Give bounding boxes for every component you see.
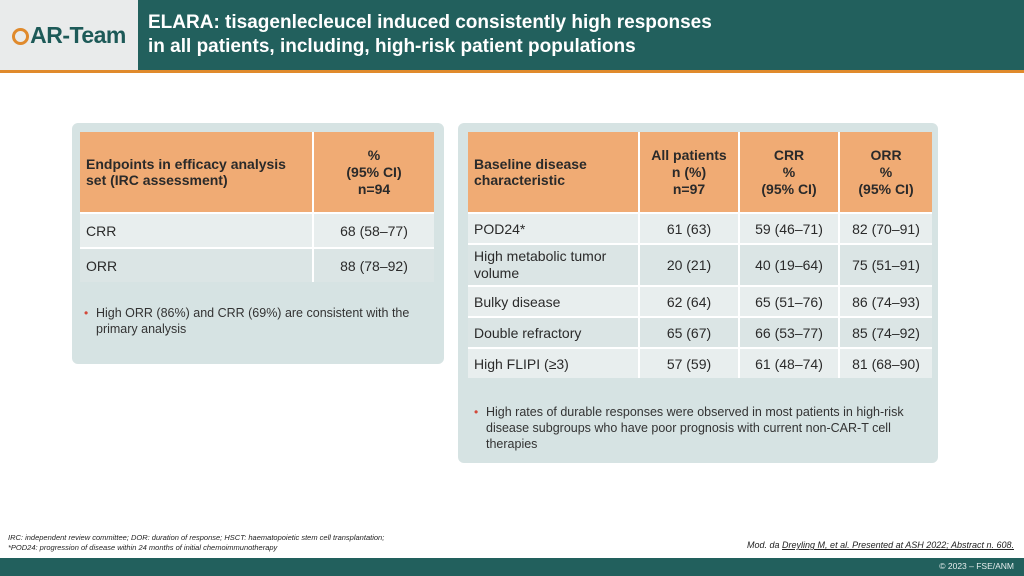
subgroup-table: Baseline disease characteristic All pati…: [468, 132, 932, 378]
bullet-dot-icon: •: [474, 405, 479, 419]
header-line: %: [367, 146, 381, 163]
subgroup-header-crr: CRR % (95% CI): [739, 132, 840, 213]
reference-citation-link[interactable]: Dreyling M, et al. Presented at ASH 2022…: [782, 540, 1014, 550]
reference-prefix: Mod. da: [747, 540, 783, 550]
logo-text: AR-Team: [30, 21, 126, 48]
header-line: %: [879, 163, 893, 180]
table-row: CRR 68 (58–77): [80, 212, 434, 248]
footnote-line: *POD24: progression of disease within 24…: [8, 543, 278, 552]
note-text: High rates of durable responses were obs…: [486, 405, 904, 451]
row-label: CRR: [80, 212, 314, 248]
table-row: Double refractory 65 (67) 66 (53–77) 85 …: [468, 316, 932, 348]
header-line: CRR: [773, 146, 805, 163]
title-bar: ELARA: tisagenlecleucel induced consiste…: [138, 0, 1024, 70]
efficacy-table: Endpoints in efficacy analysis set (IRC …: [80, 132, 434, 282]
header-line: ORR: [870, 146, 902, 163]
efficacy-header-endpoint: Endpoints in efficacy analysis set (IRC …: [80, 132, 314, 213]
title-line-2: in all patients, including, high-risk pa…: [148, 36, 636, 57]
footnote-line: IRC: independent review committee; DOR: …: [8, 533, 385, 542]
row-orr: 86 (74–93): [839, 285, 932, 317]
subgroup-note: • High rates of durable responses were ob…: [474, 404, 926, 452]
title-line-1: ELARA: tisagenlecleucel induced consiste…: [148, 12, 712, 33]
note-text: High ORR (86%) and CRR (69%) are consist…: [96, 306, 410, 336]
row-crr: 59 (46–71): [739, 212, 840, 244]
subgroup-header-orr: ORR % (95% CI): [839, 132, 932, 213]
abbreviations-footnote: IRC: independent review committee; DOR: …: [8, 533, 384, 553]
row-label: POD24*: [468, 212, 640, 244]
row-crr: 61 (48–74): [739, 347, 840, 378]
header-text: Endpoints in efficacy analysis set (IRC …: [86, 156, 286, 188]
page-title: ELARA: tisagenlecleucel induced consiste…: [148, 11, 712, 59]
bullet-dot-icon: •: [84, 306, 89, 320]
row-label: Bulky disease: [468, 285, 640, 317]
table-row: Bulky disease 62 (64) 65 (51–76) 86 (74–…: [468, 285, 932, 317]
subgroup-header-all: All patients n (%) n=97: [639, 132, 740, 213]
row-label: High FLIPI (≥3): [468, 347, 640, 378]
row-crr: 40 (19–64): [739, 243, 840, 286]
header-accent-line: [0, 70, 1024, 73]
row-orr: 82 (70–91): [839, 212, 932, 244]
efficacy-header-percent: % (95% CI) n=94: [313, 132, 434, 213]
car-team-logo: AR-Team: [12, 22, 126, 49]
row-crr: 66 (53–77): [739, 316, 840, 348]
header-text: Baseline disease characteristic: [474, 156, 587, 188]
row-orr: 85 (74–92): [839, 316, 932, 348]
row-all: 62 (64): [639, 285, 740, 317]
row-all: 20 (21): [639, 243, 740, 286]
header-line: n=94: [357, 180, 391, 197]
row-crr: 65 (51–76): [739, 285, 840, 317]
subgroup-header-characteristic: Baseline disease characteristic: [468, 132, 640, 213]
table-row: High FLIPI (≥3) 57 (59) 61 (48–74) 81 (6…: [468, 347, 932, 378]
table-row: High metabolic tumor volume 20 (21) 40 (…: [468, 243, 932, 286]
row-label: Double refractory: [468, 316, 640, 348]
header-line: %: [782, 163, 796, 180]
reference: Mod. da Dreyling M, et al. Presented at …: [747, 540, 1014, 550]
row-label: ORR: [80, 247, 314, 282]
subgroup-panel: Baseline disease characteristic All pati…: [458, 123, 938, 463]
copyright: © 2023 – FSE/ANM: [939, 561, 1014, 571]
row-all: 65 (67): [639, 316, 740, 348]
logo-area: AR-Team: [0, 0, 138, 70]
table-row: ORR 88 (78–92): [80, 247, 434, 282]
efficacy-panel: Endpoints in efficacy analysis set (IRC …: [72, 123, 444, 364]
table-row: POD24* 61 (63) 59 (46–71) 82 (70–91): [468, 212, 932, 244]
logo-ring-icon: [12, 27, 30, 45]
row-value: 88 (78–92): [313, 247, 434, 282]
header-line: (95% CI): [346, 163, 402, 180]
header-line: (95% CI): [761, 180, 817, 197]
header-line: (95% CI): [858, 180, 914, 197]
row-label: High metabolic tumor volume: [468, 243, 640, 286]
header-line: n (%): [671, 163, 707, 180]
header-line: All patients: [651, 146, 727, 163]
footer-bar: © 2023 – FSE/ANM: [0, 558, 1024, 576]
row-value: 68 (58–77): [313, 212, 434, 248]
row-orr: 75 (51–91): [839, 243, 932, 286]
row-all: 61 (63): [639, 212, 740, 244]
header-line: n=97: [672, 180, 706, 197]
row-all: 57 (59): [639, 347, 740, 378]
row-orr: 81 (68–90): [839, 347, 932, 378]
efficacy-note: • High ORR (86%) and CRR (69%) are consis…: [84, 305, 436, 337]
